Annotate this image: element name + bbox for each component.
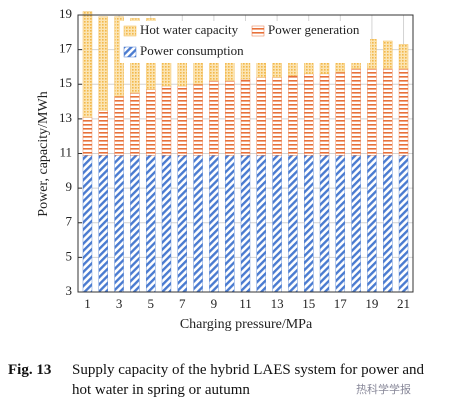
bar-segment — [335, 71, 346, 156]
y-tick-label: 15 — [59, 75, 72, 90]
bar-segment — [209, 155, 219, 293]
bar-segment — [145, 89, 156, 156]
bar-segment — [398, 68, 409, 156]
legend-label: Power generation — [268, 22, 360, 37]
y-tick-label: 3 — [66, 283, 73, 298]
y-tick-label: 19 — [59, 6, 72, 21]
y-axis-label: Power, capacity/MWh — [36, 91, 51, 216]
bar-segment — [82, 116, 93, 156]
bar-segment — [383, 40, 393, 69]
x-tick-label: 13 — [271, 296, 284, 311]
legend-box — [120, 21, 370, 63]
x-tick-label: 17 — [334, 296, 348, 311]
legend-label: Power consumption — [140, 43, 244, 58]
bar-segment — [224, 80, 235, 156]
bar-segment — [114, 155, 124, 293]
y-tick-label: 17 — [59, 41, 73, 56]
bar-segment — [130, 155, 140, 293]
bar-segment — [256, 155, 267, 293]
y-tick-label: 11 — [59, 144, 72, 159]
bar-segment — [193, 84, 203, 156]
x-tick-label: 11 — [239, 296, 252, 311]
bar-segment — [383, 68, 393, 156]
bar-segment — [240, 155, 251, 293]
bar-segment — [304, 73, 314, 156]
x-tick-label: 21 — [397, 296, 410, 311]
bar-segment — [319, 155, 330, 293]
x-tick-label: 1 — [84, 296, 91, 311]
legend-swatch — [123, 46, 137, 58]
bar-segment — [351, 68, 361, 156]
bar-segment — [272, 155, 282, 293]
bar-segment — [319, 73, 330, 156]
bar-segment — [114, 96, 124, 156]
bar-segment — [130, 92, 140, 156]
bar-segment — [177, 155, 187, 293]
bar-segment — [161, 85, 172, 156]
bar-segment — [398, 44, 409, 69]
y-tick-label: 5 — [66, 248, 73, 263]
x-tick-label: 15 — [302, 296, 315, 311]
bar-segment — [288, 75, 298, 156]
bar-segment — [82, 11, 93, 118]
x-axis-label: Charging pressure/MPa — [180, 317, 313, 332]
bar-segment — [367, 68, 377, 156]
legend-swatch — [251, 25, 265, 37]
watermark: 热科学学报 — [356, 383, 411, 396]
bar-segment — [367, 155, 377, 293]
y-tick-label: 7 — [66, 214, 73, 229]
bar-segment — [240, 78, 251, 156]
bar-segment — [383, 155, 393, 293]
bar-segment — [398, 155, 409, 293]
bar-segment — [256, 77, 267, 156]
caption-text: Supply capacity of the hybrid LAES syste… — [72, 362, 425, 398]
bar-segment — [98, 16, 108, 111]
legend-label: Hot water capacity — [140, 22, 239, 37]
legend-swatch — [123, 25, 137, 37]
bar-segment — [304, 155, 314, 293]
x-tick-label: 19 — [365, 296, 378, 311]
bar-segment — [98, 110, 108, 156]
bar-segment — [98, 155, 108, 293]
x-tick-label: 5 — [147, 296, 154, 311]
bar-segment — [351, 155, 361, 293]
x-tick-label: 7 — [179, 296, 186, 311]
y-tick-label: 9 — [66, 179, 73, 194]
bar-segment — [335, 155, 346, 293]
chart: Power, capacity/MWh Charging pressure/MP… — [36, 6, 414, 332]
bar-segment — [209, 80, 219, 156]
x-tick-label: 3 — [116, 296, 123, 311]
caption-label: Fig. 13 — [8, 362, 52, 378]
x-tick-label: 9 — [211, 296, 218, 311]
bar-segment — [193, 155, 203, 293]
bar-segment — [82, 155, 93, 293]
bar-segment — [161, 155, 172, 293]
bar-segment — [177, 85, 187, 156]
plot-frame — [77, 14, 414, 293]
bar-segment — [272, 77, 282, 156]
bar-segment — [145, 155, 156, 293]
y-tick-label: 13 — [59, 110, 72, 125]
bar-segment — [288, 155, 298, 293]
bar-segment — [224, 155, 235, 293]
